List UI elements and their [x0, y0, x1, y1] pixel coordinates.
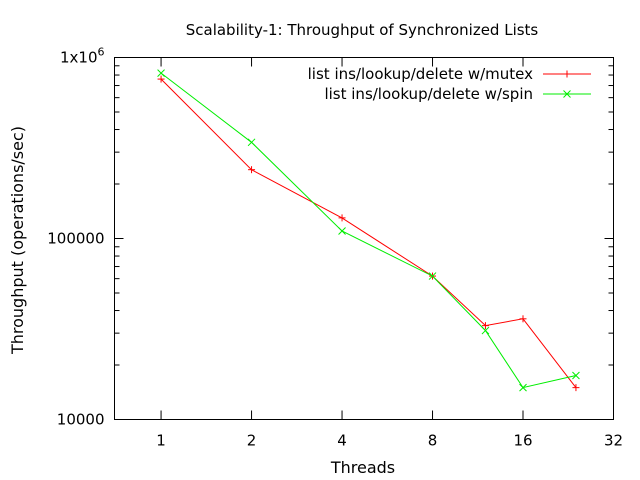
x-tick-label: 2 — [247, 432, 257, 450]
data-point — [563, 70, 571, 78]
data-point — [563, 90, 571, 98]
cross-marker — [247, 138, 256, 147]
data-point — [572, 371, 580, 380]
cross-marker — [519, 383, 527, 392]
chart-title: Scalability-1: Throughput of Synchronize… — [186, 21, 539, 39]
data-point — [572, 384, 580, 392]
x-axis-label: Threads — [330, 458, 395, 477]
y-tick-label: 1x106 — [60, 46, 105, 67]
data-point — [481, 326, 490, 335]
series-layer — [157, 69, 580, 392]
x-tick-label: 16 — [513, 432, 532, 450]
cross-marker — [572, 371, 580, 380]
x-tick-label: 4 — [337, 432, 347, 450]
series-line-1 — [160, 78, 577, 388]
data-point — [338, 227, 346, 235]
cross-marker — [563, 90, 571, 98]
cross-marker — [157, 69, 165, 77]
cross-marker — [338, 227, 346, 235]
data-point — [338, 214, 346, 222]
data-point — [157, 69, 165, 77]
legend-label: list ins/lookup/delete w/mutex — [308, 65, 533, 83]
data-point — [247, 138, 256, 147]
x-tick-label: 32 — [604, 432, 623, 450]
data-point — [481, 322, 489, 330]
series-line-2 — [160, 72, 577, 389]
plot-frame — [114, 57, 614, 420]
data-point — [428, 272, 437, 280]
x-tick-label: 8 — [428, 432, 438, 450]
x-axis-ticks: 1 2 4 8 16 32 — [156, 57, 623, 450]
y-tick-label: 100000 — [47, 230, 104, 248]
y-axis-label: Throughput (operations/sec) — [8, 126, 27, 355]
cross-marker — [428, 272, 437, 280]
y-tick-label-superscript: 6 — [98, 46, 105, 59]
x-tick-label: 1 — [156, 432, 166, 450]
data-point — [519, 315, 527, 323]
legend-label: list ins/lookup/delete w/spin — [324, 85, 533, 103]
cross-marker — [481, 326, 490, 335]
data-point — [248, 166, 256, 174]
y-tick-label: 10000 — [57, 411, 105, 429]
y-axis-ticks: 10000 100000 1x106 — [47, 46, 614, 429]
data-point — [519, 383, 527, 392]
legend: list ins/lookup/delete w/mutex list ins/l… — [308, 65, 591, 103]
data-point — [157, 75, 165, 83]
